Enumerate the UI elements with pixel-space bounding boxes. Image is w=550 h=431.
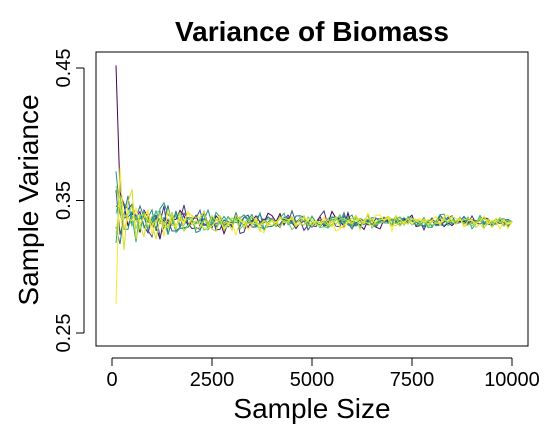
series-line-9 [115,189,513,250]
y-axis-label: Sample Variance [13,94,44,305]
y-tick-label: 0.35 [53,181,75,220]
chart-title: Variance of Biomass [175,16,449,47]
x-tick-label: 2500 [190,369,235,391]
x-tick-label: 0 [106,369,117,391]
y-axis: 0.25 0.35 0.45 [53,49,85,353]
x-tick-label: 7500 [390,369,435,391]
y-tick-label: 0.25 [53,314,75,353]
y-tick-label: 0.45 [53,49,75,88]
plot-frame [95,51,529,347]
x-tick-label: 10000 [484,369,540,391]
series-line-2 [115,202,513,235]
x-axis-label: Sample Size [233,393,390,424]
x-axis: 0 2500 5000 7500 10000 [106,357,540,391]
x-tick-label: 5000 [290,369,335,391]
series-line-10 [115,167,513,304]
series-layer [115,65,513,304]
